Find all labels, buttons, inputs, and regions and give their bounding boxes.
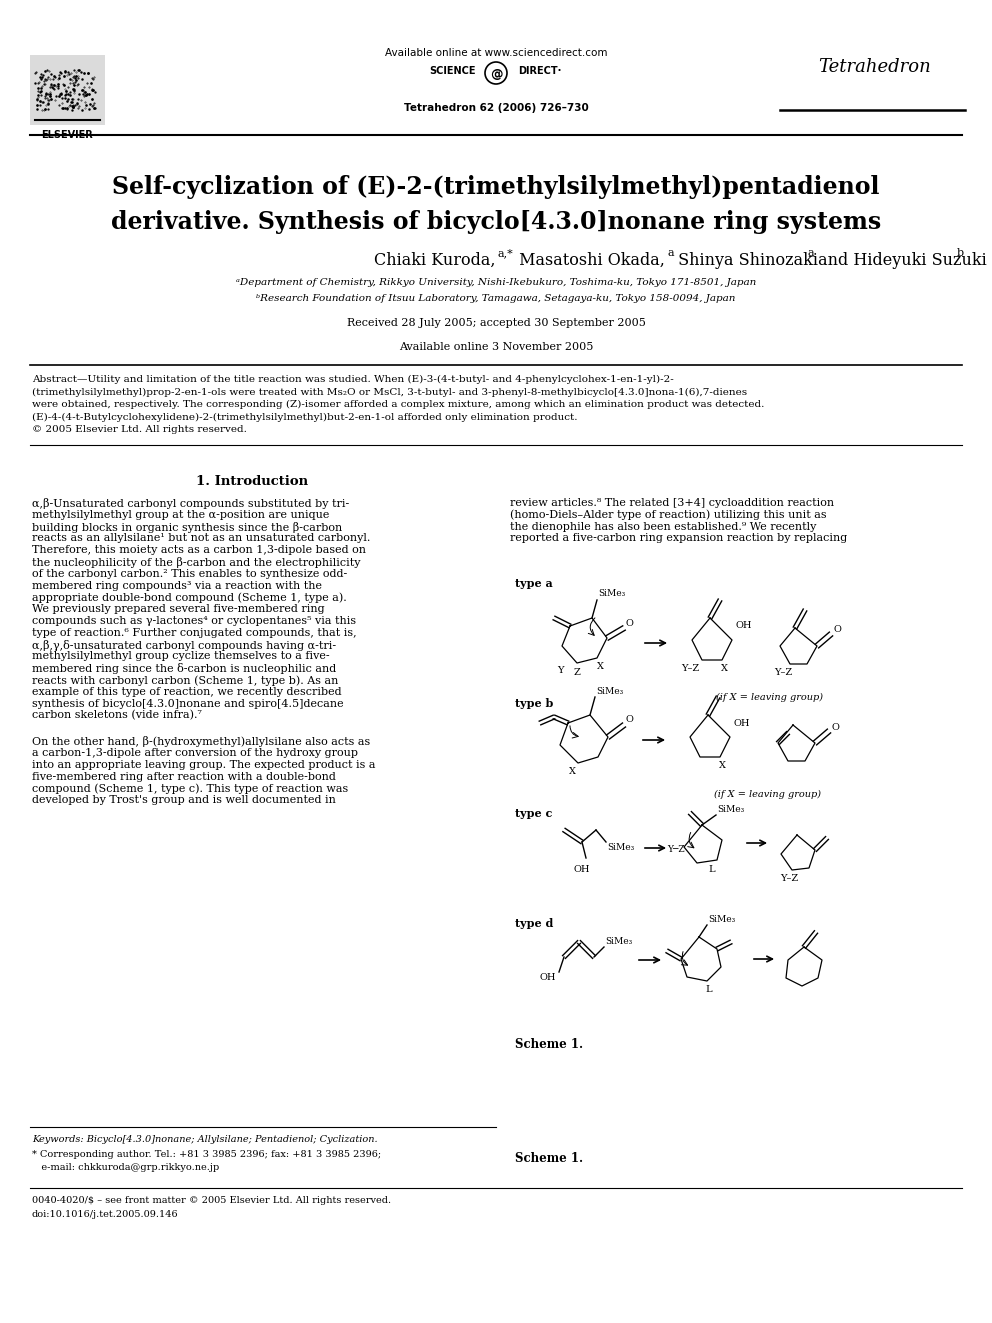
Text: DIRECT·: DIRECT· [518,66,561,75]
Text: the dienophile has also been established.⁹ We recently: the dienophile has also been established… [510,521,816,532]
Text: five-membered ring after reaction with a double-bond: five-membered ring after reaction with a… [32,771,336,782]
Text: type b: type b [515,699,554,709]
Text: SiMe₃: SiMe₃ [598,589,625,598]
Text: derivative. Synthesis of bicyclo[4.3.0]nonane ring systems: derivative. Synthesis of bicyclo[4.3.0]n… [111,210,881,234]
Text: Abstract—Utility and limitation of the title reaction was studied. When (E)-3-(4: Abstract—Utility and limitation of the t… [32,374,674,384]
Text: X: X [720,664,727,673]
Text: (if X = leaving group): (if X = leaving group) [714,790,821,799]
Text: a carbon-1,3-dipole after conversion of the hydroxy group: a carbon-1,3-dipole after conversion of … [32,747,358,758]
Text: appropriate double-bond compound (Scheme 1, type a).: appropriate double-bond compound (Scheme… [32,593,347,603]
Text: SiMe₃: SiMe₃ [717,806,744,815]
Text: Received 28 July 2005; accepted 30 September 2005: Received 28 July 2005; accepted 30 Septe… [346,318,646,328]
Text: α,β,γ,δ-unsaturated carbonyl compounds having α-tri-: α,β,γ,δ-unsaturated carbonyl compounds h… [32,639,336,651]
Text: X: X [596,662,603,671]
Text: OH: OH [735,622,752,631]
Text: We previously prepared several five-membered ring: We previously prepared several five-memb… [32,605,324,614]
Text: Keywords: Bicyclo[4.3.0]nonane; Allylsilane; Pentadienol; Cyclization.: Keywords: Bicyclo[4.3.0]nonane; Allylsil… [32,1135,378,1144]
Text: ᵇResearch Foundation of Itsuu Laboratory, Tamagawa, Setagaya-ku, Tokyo 158-0094,: ᵇResearch Foundation of Itsuu Laboratory… [256,294,736,303]
Text: Y–Z: Y–Z [681,664,699,673]
Text: doi:10.1016/j.tet.2005.09.146: doi:10.1016/j.tet.2005.09.146 [32,1211,179,1218]
Text: Y–Z: Y–Z [780,875,799,882]
Text: O: O [831,722,839,732]
Text: Tetrahedron: Tetrahedron [818,58,931,75]
Text: developed by Trost's group and is well documented in: developed by Trost's group and is well d… [32,795,336,806]
Text: Scheme 1.: Scheme 1. [515,1152,583,1166]
Text: @: @ [490,67,502,81]
Text: synthesis of bicyclo[4.3.0]nonane and spiro[4.5]decane: synthesis of bicyclo[4.3.0]nonane and sp… [32,699,343,709]
Text: of the carbonyl carbon.² This enables to synthesize odd-: of the carbonyl carbon.² This enables to… [32,569,347,578]
Text: OH: OH [573,865,590,875]
Text: type c: type c [515,808,553,819]
Text: (homo-Diels–Alder type of reaction) utilizing this unit as: (homo-Diels–Alder type of reaction) util… [510,509,826,520]
Text: O: O [626,618,634,627]
Text: Y–Z: Y–Z [774,668,793,677]
Text: and Hideyuki Suzuki: and Hideyuki Suzuki [813,251,987,269]
Text: example of this type of reaction, we recently described: example of this type of reaction, we rec… [32,687,341,697]
Text: Shinya Shinozaki: Shinya Shinozaki [673,251,818,269]
Text: SCIENCE: SCIENCE [430,66,476,75]
Text: Y: Y [557,665,563,675]
Text: ELSEVIER: ELSEVIER [41,130,93,140]
Text: b: b [957,247,964,258]
Text: ᵃDepartment of Chemistry, Rikkyo University, Nishi-Ikebukuro, Toshima-ku, Tokyo : ᵃDepartment of Chemistry, Rikkyo Univers… [236,278,756,287]
Text: (E)-4-(4-t-Butylcyclohexylidene)-2-(trimethylsilylmethyl)but-2-en-1-ol afforded : (E)-4-(4-t-Butylcyclohexylidene)-2-(trim… [32,413,577,422]
Text: Scheme 1.: Scheme 1. [515,1039,583,1050]
Text: 0040-4020/$ – see front matter © 2005 Elsevier Ltd. All rights reserved.: 0040-4020/$ – see front matter © 2005 El… [32,1196,391,1205]
Text: α,β-Unsaturated carbonyl compounds substituted by tri-: α,β-Unsaturated carbonyl compounds subst… [32,497,349,509]
Text: type d: type d [515,918,554,929]
Text: e-mail: chkkuroda@grp.rikkyo.ne.jp: e-mail: chkkuroda@grp.rikkyo.ne.jp [32,1163,219,1172]
Text: type of reaction.⁶ Further conjugated compounds, that is,: type of reaction.⁶ Further conjugated co… [32,628,357,638]
Text: 1. Introduction: 1. Introduction [196,475,309,488]
Text: On the other hand, β-(hydroxymethyl)allylsilane also acts as: On the other hand, β-(hydroxymethyl)ally… [32,736,370,747]
Text: membered ring compounds³ via a reaction with the: membered ring compounds³ via a reaction … [32,581,322,590]
Text: were obtained, respectively. The corresponding (Z)-isomer afforded a complex mix: were obtained, respectively. The corresp… [32,400,765,409]
Text: a,*: a,* [498,247,514,258]
Text: O: O [626,716,634,725]
Text: into an appropriate leaving group. The expected product is a: into an appropriate leaving group. The e… [32,759,376,770]
Text: O: O [833,626,841,635]
Text: membered ring since the δ-carbon is nucleophilic and: membered ring since the δ-carbon is nucl… [32,663,336,675]
Text: L: L [705,986,712,994]
Text: Self-cyclization of (E)-2-(trimethylsilylmethyl)pentadienol: Self-cyclization of (E)-2-(trimethylsily… [112,175,880,198]
Text: a: a [807,247,813,258]
Text: compounds such as γ-lactones⁴ or cyclopentanes⁵ via this: compounds such as γ-lactones⁴ or cyclope… [32,617,356,626]
Text: Chiaki Kuroda,: Chiaki Kuroda, [375,251,496,269]
Text: carbon skeletons (vide infra).⁷: carbon skeletons (vide infra).⁷ [32,710,202,721]
Text: Z: Z [573,668,580,677]
Text: review articles.⁸ The related [3+4] cycloaddition reaction: review articles.⁸ The related [3+4] cycl… [510,497,834,508]
Text: (if X = leaving group): (if X = leaving group) [716,693,823,703]
Text: type a: type a [515,578,553,589]
Text: building blocks in organic synthesis since the β-carbon: building blocks in organic synthesis sin… [32,521,342,533]
Text: SiMe₃: SiMe₃ [708,916,735,925]
Text: Therefore, this moiety acts as a carbon 1,3-dipole based on: Therefore, this moiety acts as a carbon … [32,545,366,556]
Text: Masatoshi Okada,: Masatoshi Okada, [514,251,665,269]
Text: SiMe₃: SiMe₃ [607,843,634,852]
Text: Y─Z: Y─Z [668,845,684,855]
Text: * Corresponding author. Tel.: +81 3 3985 2396; fax: +81 3 3985 2396;: * Corresponding author. Tel.: +81 3 3985… [32,1150,381,1159]
Text: compound (Scheme 1, type c). This type of reaction was: compound (Scheme 1, type c). This type o… [32,783,348,794]
Text: Available online 3 November 2005: Available online 3 November 2005 [399,343,593,352]
Text: Tetrahedron 62 (2006) 726–730: Tetrahedron 62 (2006) 726–730 [404,103,588,112]
Text: (trimethylsilylmethyl)prop-2-en-1-ols were treated with Ms₂O or MsCl, 3-t-butyl-: (trimethylsilylmethyl)prop-2-en-1-ols we… [32,388,747,397]
Text: reported a five-carbon ring expansion reaction by replacing: reported a five-carbon ring expansion re… [510,533,847,544]
Text: reacts as an allylsilane¹ but not as an unsaturated carbonyl.: reacts as an allylsilane¹ but not as an … [32,533,370,544]
Text: methylsilylmethyl group cyclize themselves to a five-: methylsilylmethyl group cyclize themselv… [32,651,329,662]
Text: OH: OH [733,718,750,728]
Text: SiMe₃: SiMe₃ [596,687,623,696]
Text: a: a [667,247,674,258]
Text: © 2005 Elsevier Ltd. All rights reserved.: © 2005 Elsevier Ltd. All rights reserved… [32,425,247,434]
Text: SiMe₃: SiMe₃ [605,938,632,946]
Text: X: X [718,761,725,770]
Text: methylsilylmethyl group at the α-position are unique: methylsilylmethyl group at the α-positio… [32,509,329,520]
Bar [30,56,105,124]
Text: Available online at www.sciencedirect.com: Available online at www.sciencedirect.co… [385,48,607,58]
Text: the nucleophilicity of the β-carbon and the electrophilicity: the nucleophilicity of the β-carbon and … [32,557,360,568]
Text: X: X [568,767,575,777]
Text: L: L [708,865,715,875]
Text: reacts with carbonyl carbon (Scheme 1, type b). As an: reacts with carbonyl carbon (Scheme 1, t… [32,675,338,685]
Text: OH: OH [540,974,556,983]
